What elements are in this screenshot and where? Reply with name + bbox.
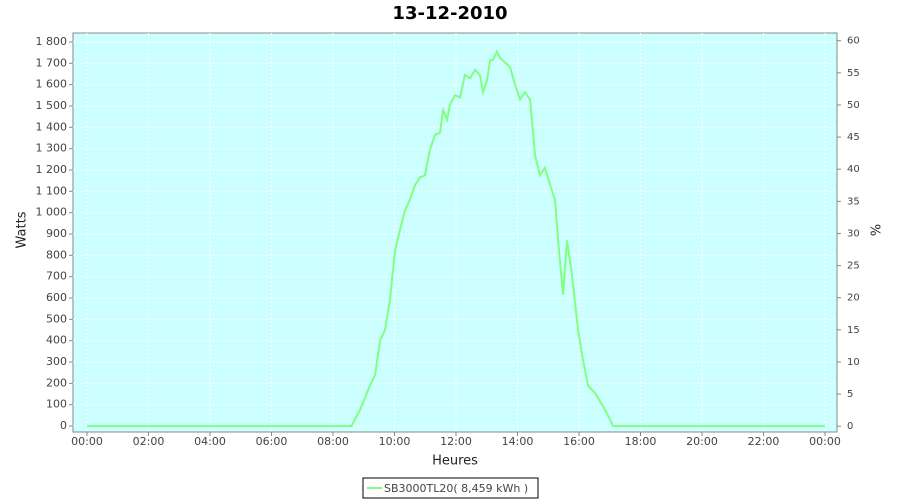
y-tick-label: 300 [46,355,67,368]
y-tick-label: 1 300 [36,142,68,155]
x-tick-label: 12:00 [440,435,472,448]
y2-tick-label: 5 [847,389,853,400]
y2-tick-label: 15 [847,325,860,336]
y2-tick-label: 0 [847,421,853,432]
y2-tick-label: 30 [847,228,860,239]
y2-tick-label: 50 [847,100,860,111]
y-tick-label: 1 000 [36,206,68,219]
y-tick-label: 400 [46,334,67,347]
chart-title: 13-12-2010 [392,3,507,24]
y-tick-label: 200 [46,376,67,389]
x-tick-label: 00:00 [71,435,103,448]
legend-box [362,477,539,499]
y-tick-label: 1 100 [36,184,68,197]
y-tick-label: 600 [46,291,67,304]
x-tick-label: 16:00 [563,435,595,448]
y2-tick-label: 60 [847,36,860,47]
x-tick-label: 10:00 [379,435,411,448]
x-tick-label: 06:00 [256,435,288,448]
y-tick-label: 100 [46,398,67,411]
y2-tick-label: 40 [847,164,860,175]
y2-tick-label: 45 [847,132,860,143]
y-tick-label: 700 [46,270,67,283]
y2-tick-label: 55 [847,68,860,79]
data-line [86,49,826,428]
y-tick-label: 1 500 [36,99,68,112]
x-tick-label: 00:00 [809,435,841,448]
y-tick-label: 1 800 [36,35,68,48]
x-tick-label: 22:00 [748,435,780,448]
x-tick-label: 02:00 [133,435,165,448]
plot-background [72,32,838,433]
y2-axis-title: % [867,224,882,236]
y-tick-label: 500 [46,312,67,325]
y-tick-label: 1 200 [36,163,68,176]
y-tick-label: 1 400 [36,120,68,133]
y-tick-label: 1 700 [36,56,68,69]
y-tick-label: 1 600 [36,78,68,91]
x-tick-label: 18:00 [625,435,657,448]
legend-label: SB3000TL20( 8,459 kWh ) [384,482,528,495]
y2-tick-label: 20 [847,293,860,304]
y-tick-label: 900 [46,227,67,240]
x-axis-title: Heures [432,454,478,469]
y-axis-title: Watts [15,211,30,248]
y-tick-label: 800 [46,248,67,261]
x-tick-label: 04:00 [194,435,226,448]
y-tick-label: 0 [60,419,67,432]
y2-tick-label: 35 [847,196,860,207]
x-tick-label: 08:00 [317,435,349,448]
y2-tick-label: 10 [847,357,860,368]
x-tick-label: 20:00 [686,435,718,448]
x-tick-label: 14:00 [502,435,534,448]
y2-tick-label: 25 [847,261,860,272]
